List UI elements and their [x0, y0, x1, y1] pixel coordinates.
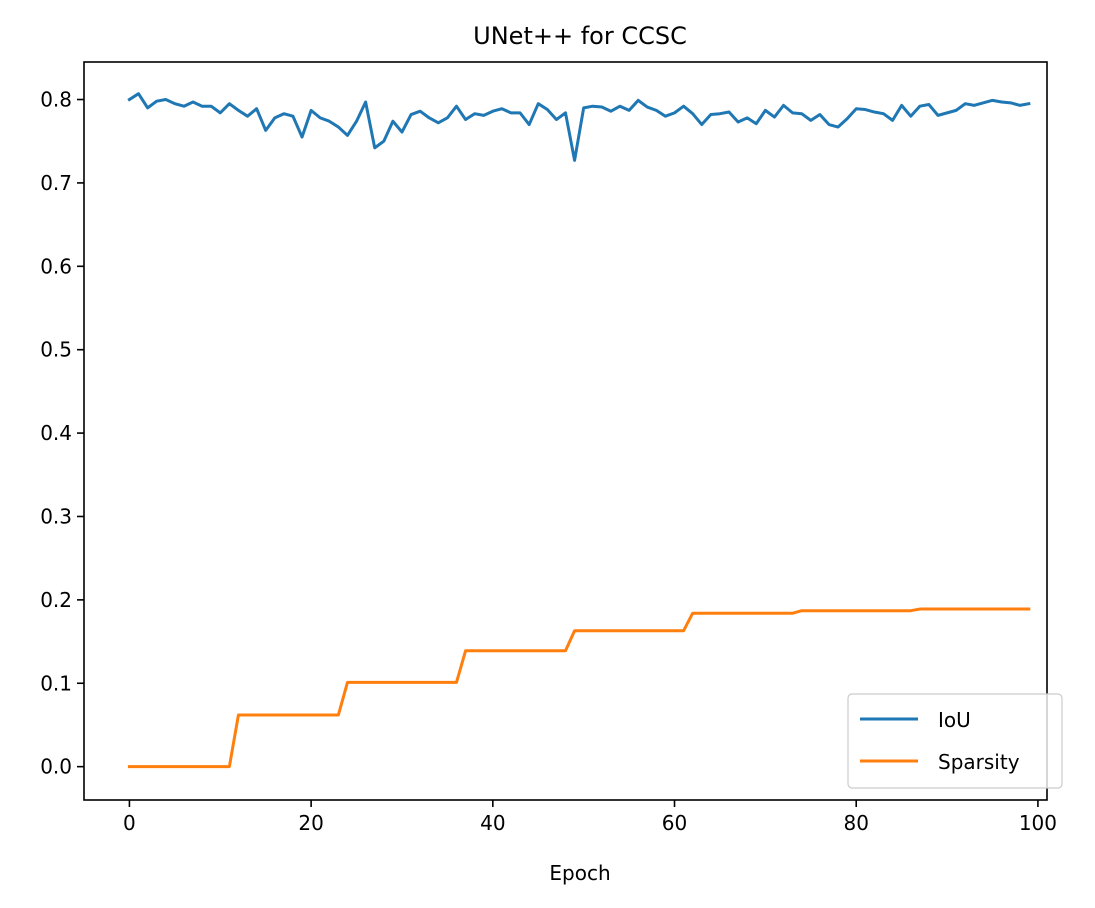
y-tick-label: 0.1 — [40, 671, 72, 695]
series-line-iou — [127, 92, 1031, 162]
y-tick-label: 0.2 — [40, 588, 72, 612]
series-layer — [127, 92, 1031, 769]
x-tick-label: 100 — [1019, 811, 1057, 835]
legend-label-iou: IoU — [938, 708, 971, 732]
y-tick-label: 0.3 — [40, 504, 72, 528]
series-line-sparsity — [127, 607, 1031, 769]
y-tick-label: 0.0 — [40, 755, 72, 779]
legend-label-sparsity: Sparsity — [938, 750, 1020, 774]
x-tick-label: 80 — [843, 811, 868, 835]
y-tick-label: 0.8 — [40, 88, 72, 112]
legend: IoU Sparsity — [847, 693, 1063, 789]
x-tick-label: 40 — [480, 811, 505, 835]
y-tick-label: 0.6 — [40, 254, 72, 278]
y-tick-label: 0.4 — [40, 421, 72, 445]
y-axis: 0.0 0.1 0.2 0.3 0.4 0.5 0.6 0.7 0.8 — [40, 88, 84, 779]
x-tick-label: 20 — [298, 811, 323, 835]
x-tick-label: 60 — [662, 811, 687, 835]
plot-frame — [83, 61, 1048, 801]
x-tick-label: 0 — [123, 811, 136, 835]
y-tick-label: 0.7 — [40, 171, 72, 195]
y-tick-label: 0.5 — [40, 338, 72, 362]
chart-title: UNet++ for CCSC — [473, 22, 687, 50]
x-axis: 0 20 40 60 80 100 — [123, 800, 1057, 835]
x-axis-label: Epoch — [549, 861, 610, 885]
